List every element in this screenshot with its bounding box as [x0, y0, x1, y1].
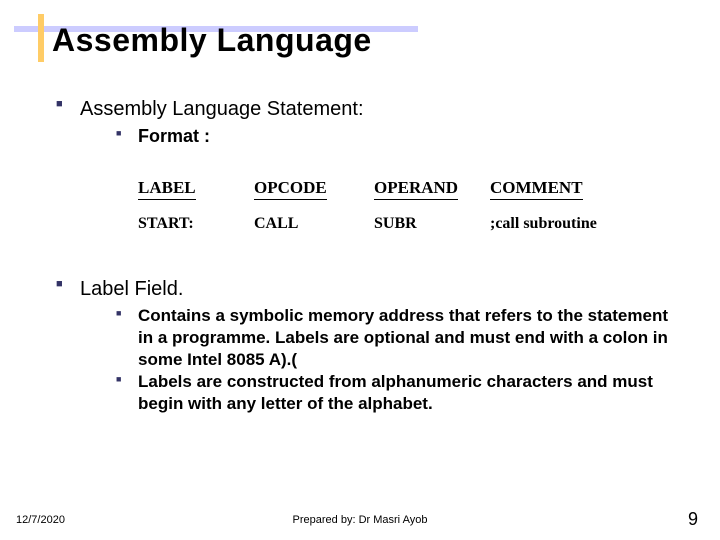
statement-format-table: LABEL OPCODE OPERAND COMMENT START: CALL…: [138, 178, 650, 233]
subbullet-label-desc2-text: Labels are constructed from alphanumeric…: [138, 371, 676, 415]
bullet-statement-text: Assembly Language Statement:: [80, 96, 676, 123]
table-header-row: LABEL OPCODE OPERAND COMMENT: [138, 178, 650, 200]
col-operand-header: OPERAND: [374, 178, 458, 200]
cell-comment: ;call subroutine: [490, 215, 650, 233]
slide-title: Assembly Language: [52, 22, 372, 59]
bullet-label-field-text: Label Field.: [80, 276, 676, 303]
subbullet-format-text: Format :: [138, 125, 676, 148]
cell-opcode: CALL: [254, 215, 374, 233]
footer-prepared-by: Prepared by: Dr Masri Ayob: [0, 514, 720, 526]
col-label-header: LABEL: [138, 178, 196, 200]
table-row: START: CALL SUBR ;call subroutine: [138, 215, 650, 233]
section-label-field: Label Field. Contains a symbolic memory …: [56, 276, 676, 415]
bullet-statement: Assembly Language Statement: Format :: [56, 96, 676, 148]
col-opcode-header: OPCODE: [254, 178, 327, 200]
cell-label: START:: [138, 215, 254, 233]
slide: Assembly Language Assembly Language Stat…: [0, 0, 720, 540]
bullet-label-field: Label Field. Contains a symbolic memory …: [56, 276, 676, 415]
section-statement: Assembly Language Statement: Format :: [56, 96, 676, 148]
subbullet-label-desc1-text: Contains a symbolic memory address that …: [138, 305, 676, 371]
footer-page-number: 9: [688, 509, 698, 530]
title-accent-vertical: [38, 14, 44, 62]
cell-operand: SUBR: [374, 215, 490, 233]
subbullet-label-desc1: Contains a symbolic memory address that …: [116, 305, 676, 371]
subbullet-format: Format :: [116, 125, 676, 148]
subbullet-label-desc2: Labels are constructed from alphanumeric…: [116, 371, 676, 415]
col-comment-header: COMMENT: [490, 178, 583, 200]
